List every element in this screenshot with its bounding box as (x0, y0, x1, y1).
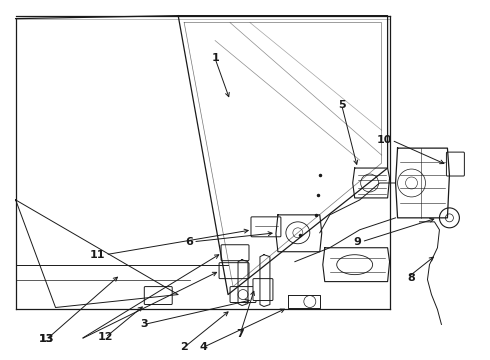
Text: 8: 8 (408, 273, 416, 283)
FancyBboxPatch shape (221, 245, 249, 261)
Text: 10: 10 (376, 135, 392, 145)
Text: 2: 2 (180, 342, 188, 352)
Text: 13: 13 (39, 334, 54, 345)
Ellipse shape (337, 255, 372, 275)
Ellipse shape (361, 174, 379, 192)
FancyBboxPatch shape (446, 152, 465, 176)
Ellipse shape (293, 228, 303, 238)
FancyBboxPatch shape (253, 279, 273, 301)
Text: 3: 3 (141, 319, 148, 329)
Ellipse shape (286, 222, 310, 244)
Text: 5: 5 (338, 100, 345, 110)
FancyBboxPatch shape (219, 263, 249, 279)
Text: 11: 11 (90, 250, 105, 260)
Text: 9: 9 (354, 237, 362, 247)
Text: 12: 12 (98, 332, 113, 342)
Text: 13: 13 (39, 334, 54, 345)
Text: 6: 6 (185, 237, 193, 247)
Text: 4: 4 (199, 342, 207, 352)
FancyBboxPatch shape (251, 217, 281, 237)
Text: 7: 7 (236, 329, 244, 339)
Text: 1: 1 (211, 54, 219, 63)
FancyBboxPatch shape (144, 287, 172, 305)
FancyBboxPatch shape (230, 287, 256, 302)
